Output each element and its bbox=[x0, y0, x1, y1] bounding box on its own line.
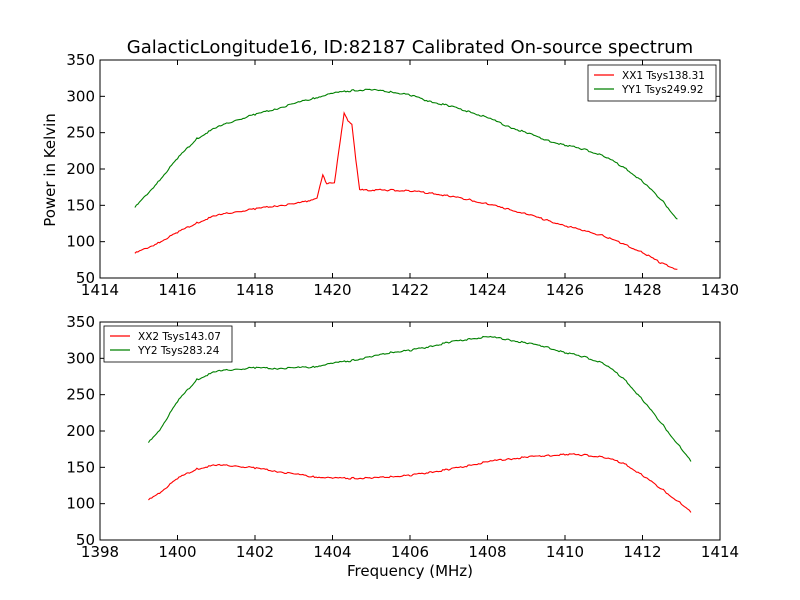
x-tick-label: 1428 bbox=[623, 281, 661, 299]
x-tick-label: 1398 bbox=[81, 543, 119, 561]
y-tick-label: 250 bbox=[66, 386, 95, 404]
legend-label: YY1 Tsys249.92 bbox=[621, 84, 703, 96]
x-tick-label: 1414 bbox=[81, 281, 119, 299]
series-line-xx1 bbox=[134, 111, 678, 270]
legend-label: XX2 Tsys143.07 bbox=[138, 331, 221, 343]
y-tick-label: 100 bbox=[66, 495, 95, 513]
y-tick-label: 50 bbox=[76, 531, 95, 549]
x-tick-label: 1408 bbox=[468, 543, 506, 561]
y-tick-label: 200 bbox=[66, 422, 95, 440]
x-tick-label: 1420 bbox=[313, 281, 351, 299]
x-tick-label: 1416 bbox=[158, 281, 196, 299]
y-tick-label: 150 bbox=[66, 196, 95, 214]
chart-title: GalacticLongitude16, ID:82187 Calibrated… bbox=[127, 37, 693, 58]
series-line-yy1 bbox=[134, 88, 678, 220]
x-tick-label: 1404 bbox=[313, 543, 351, 561]
legend-label: YY2 Tsys283.24 bbox=[137, 345, 220, 357]
x-tick-label: 1412 bbox=[623, 543, 661, 561]
series-line-xx2 bbox=[148, 453, 692, 513]
bottom-panel: 1398 1400 1402 1404 1406 1408 1410 1412 1414 50 10… bbox=[66, 313, 739, 561]
x-tick-label: 1424 bbox=[468, 281, 506, 299]
x-tick-label: 1410 bbox=[546, 543, 584, 561]
series-line-yy2 bbox=[147, 335, 692, 462]
x-tick-label: 1406 bbox=[391, 543, 429, 561]
y-tick-label: 250 bbox=[66, 124, 95, 142]
y-tick-label: 150 bbox=[66, 458, 95, 476]
x-tick-label: 1426 bbox=[546, 281, 584, 299]
legend-box bbox=[587, 64, 717, 102]
y-tick-label: 200 bbox=[66, 160, 95, 178]
y-tick-label: 350 bbox=[66, 51, 95, 69]
x-tick-label: 1414 bbox=[701, 543, 739, 561]
y-tick-label: 300 bbox=[66, 87, 95, 105]
y-tick-label: 50 bbox=[76, 269, 95, 287]
y-tick-label: 300 bbox=[66, 349, 95, 367]
top-panel: 1414 1416 1418 1420 1422 1424 1426 1428 1430 50 10… bbox=[66, 51, 739, 299]
x-tick-label: 1430 bbox=[701, 281, 739, 299]
top-y-axis-label: Power in Kelvin bbox=[41, 113, 59, 227]
x-tick-label: 1418 bbox=[236, 281, 274, 299]
y-tick-label: 350 bbox=[66, 313, 95, 331]
legend-label: XX1 Tsys138.31 bbox=[622, 70, 705, 82]
bottom-x-axis-label: Frequency (MHz) bbox=[347, 562, 473, 580]
legend-box bbox=[103, 325, 233, 363]
x-tick-label: 1422 bbox=[391, 281, 429, 299]
y-tick-label: 100 bbox=[66, 233, 95, 251]
x-tick-label: 1402 bbox=[236, 543, 274, 561]
legend: XX2 Tsys143.07 YY2 Tsys283.24 bbox=[103, 325, 233, 363]
x-tick-label: 1400 bbox=[158, 543, 196, 561]
legend: XX1 Tsys138.31 YY1 Tsys249.92 bbox=[587, 64, 717, 102]
